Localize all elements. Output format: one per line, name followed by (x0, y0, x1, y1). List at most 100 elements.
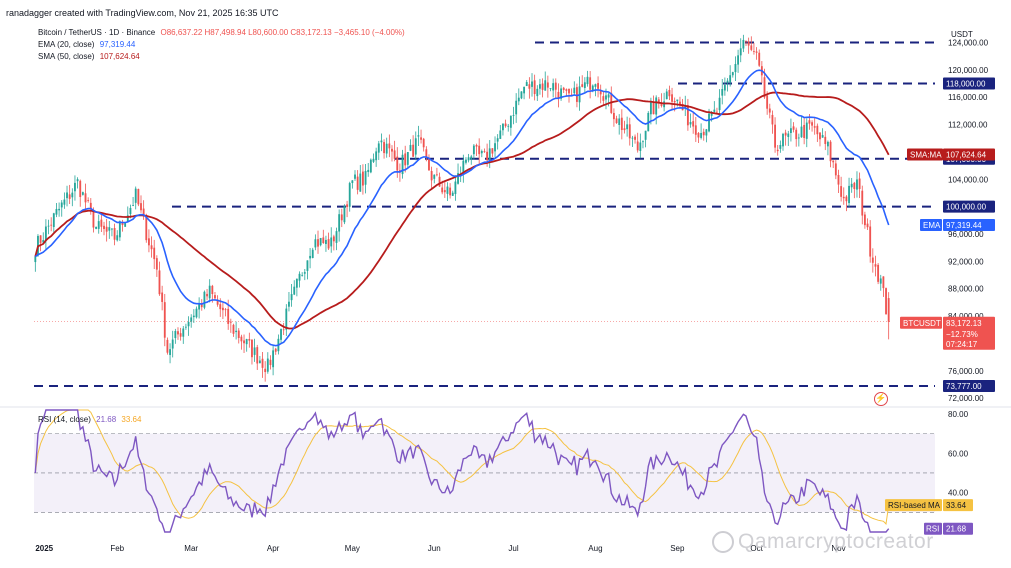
candle-body (256, 347, 259, 364)
candle-body (317, 239, 319, 247)
rsi-tag-name: RSI (926, 525, 939, 534)
time-tick-label: Apr (267, 544, 280, 553)
candle-body (845, 196, 848, 202)
chart-credit: ranadagger created with TradingView.com,… (6, 8, 279, 18)
candle-body (525, 82, 528, 87)
candle-body (753, 51, 755, 52)
support-resistance-levels (34, 41, 935, 388)
candle-body (607, 94, 610, 98)
candle-body (837, 174, 840, 185)
last-price-countdown: 07:24:17 (946, 340, 978, 349)
last-price-value: 83,172.13 (946, 319, 982, 328)
candle-body (470, 156, 473, 160)
candle-body (79, 180, 82, 198)
candle-body (261, 358, 264, 368)
candle-body (443, 190, 446, 193)
candle-body (47, 225, 50, 227)
candle-body (546, 82, 549, 88)
candle-body (504, 123, 507, 127)
level-badge-text: 100,000.00 (946, 203, 987, 212)
candle-body (531, 81, 533, 87)
candle-body (343, 205, 346, 223)
candle-body (509, 115, 512, 128)
level-badge: 118,000.00 (943, 77, 995, 90)
level-badge-bg (943, 380, 995, 393)
rsi-ma-tag-value: 33.64 (946, 501, 967, 510)
candle-body (237, 330, 240, 338)
level-badge-text: 73,777.00 (946, 382, 982, 391)
candle-body (124, 223, 127, 227)
candle-body (406, 152, 409, 165)
price-tick-label: 88,000.00 (948, 285, 984, 294)
candle-body (319, 238, 322, 246)
candle-body (229, 321, 232, 323)
candle-body (507, 125, 510, 127)
candle-body (404, 153, 407, 166)
sma-legend[interactable]: SMA (50, close) 107,624.64 (38, 52, 140, 61)
candle-body (433, 174, 436, 179)
candle-body (401, 154, 404, 175)
candle-body (562, 87, 565, 91)
candle-body (631, 137, 634, 139)
watermark: Qamarcryptocreator (712, 530, 934, 554)
candle-body (708, 113, 710, 132)
level-badge-bg (943, 200, 995, 213)
watermark-text: Qamarcryptocreator (738, 530, 934, 553)
rsi-ma-tag-name: RSI-based MA (888, 501, 941, 510)
time-tick-label: Jun (428, 544, 441, 553)
candle-body (594, 84, 597, 87)
candle-body (108, 227, 111, 231)
candle-body (155, 258, 158, 270)
time-tick-label: Sep (670, 544, 685, 553)
candle-body (44, 226, 47, 241)
candle-body (639, 142, 642, 152)
last-price-box (943, 316, 995, 350)
candle-body (766, 95, 769, 109)
candle-body (211, 285, 214, 295)
symbol-legend[interactable]: Bitcoin / TetherUS · 1D · Binance O86,63… (38, 28, 405, 37)
watermark-logo-icon (712, 531, 734, 554)
candle-body (346, 204, 348, 207)
candle-body (311, 249, 314, 258)
candle-body (615, 118, 618, 124)
currency-label: USDT (951, 30, 973, 39)
candle-body (454, 181, 457, 195)
time-tick-label: Feb (110, 544, 124, 553)
candle-body (726, 80, 729, 83)
candle-body (628, 124, 631, 139)
alert-flash-icon[interactable]: ⚡ (874, 392, 888, 406)
candle-body (306, 260, 309, 271)
candle-body (140, 203, 142, 211)
price-tick-label: 84,000.00 (948, 312, 984, 321)
candle-body (834, 163, 837, 176)
ema-legend[interactable]: EMA (20, close) 97,319.44 (38, 40, 135, 49)
candle-body (557, 91, 560, 99)
candle-body (597, 83, 599, 89)
candle-body (560, 88, 562, 99)
candle-body (568, 88, 570, 94)
candle-body (39, 235, 42, 243)
candle-body (375, 151, 378, 161)
candle-body (388, 143, 391, 149)
candle-body (745, 40, 747, 42)
candle-body (161, 292, 164, 302)
candle-body (660, 103, 663, 106)
rsi-legend[interactable]: RSI (14, close) 21.68 33.64 (38, 415, 141, 424)
candle-body (478, 145, 481, 155)
last-price-name: BTCUSDT (903, 319, 941, 328)
candle-body (586, 76, 589, 85)
candle-body (391, 148, 393, 152)
candle-body (866, 223, 869, 228)
candle-body (253, 347, 256, 355)
candle-body (50, 224, 53, 226)
candle-body (435, 174, 438, 176)
ema-tag-value-bg (943, 218, 995, 231)
candle-body (768, 108, 771, 113)
candle-body (206, 293, 208, 297)
candle-body (235, 330, 238, 333)
candle-body (832, 160, 835, 163)
rsi-pane: 80.00 60.00 40.00 RSI-based MA 33.64 RSI 21.68 (34, 409, 973, 535)
candle-body (63, 199, 66, 205)
candle-body (327, 239, 330, 249)
